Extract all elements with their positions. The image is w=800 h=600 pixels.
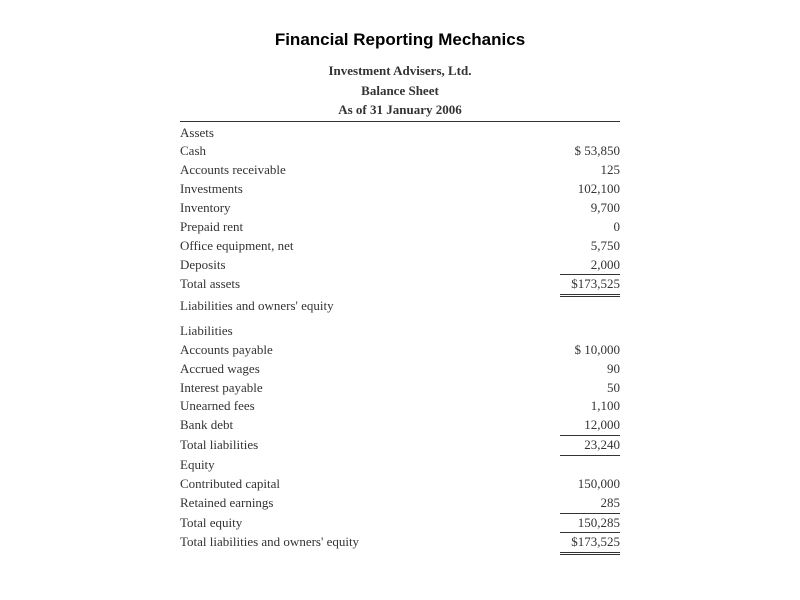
line-value: 102,100 <box>540 180 620 199</box>
line-label: Interest payable <box>180 379 263 398</box>
line-label: Total liabilities and owners' equity <box>180 533 359 555</box>
row-retained-earnings: Retained earnings 285 <box>180 494 620 514</box>
line-label: Cash <box>180 142 206 161</box>
line-value: 23,240 <box>560 436 620 456</box>
line-value: 12,000 <box>560 416 620 436</box>
balance-sheet: Investment Advisers, Ltd. Balance Sheet … <box>180 62 620 555</box>
line-label: Investments <box>180 180 243 199</box>
equity-section-header: Equity <box>180 456 620 475</box>
row-prepaid-rent: Prepaid rent 0 <box>180 218 620 237</box>
line-value: 125 <box>540 161 620 180</box>
line-label: Prepaid rent <box>180 218 243 237</box>
line-value: 50 <box>540 379 620 398</box>
line-label: Total assets <box>180 275 240 297</box>
line-value: 5,750 <box>540 237 620 256</box>
line-label: Total equity <box>180 514 242 534</box>
row-accrued-wages: Accrued wages 90 <box>180 360 620 379</box>
section-label: Equity <box>180 456 215 475</box>
section-label: Assets <box>180 124 214 143</box>
header-rule <box>180 121 620 122</box>
line-value: $ 53,850 <box>540 142 620 161</box>
line-value: 90 <box>540 360 620 379</box>
liabilities-owners-equity-header: Liabilities and owners' equity <box>180 297 620 316</box>
line-label: Deposits <box>180 256 226 276</box>
page-title: Financial Reporting Mechanics <box>0 30 800 50</box>
row-accounts-payable: Accounts payable $ 10,000 <box>180 341 620 360</box>
row-unearned-fees: Unearned fees 1,100 <box>180 397 620 416</box>
row-contributed-capital: Contributed capital 150,000 <box>180 475 620 494</box>
line-value: 2,000 <box>560 256 620 276</box>
line-value: 1,100 <box>540 397 620 416</box>
row-cash: Cash $ 53,850 <box>180 142 620 161</box>
row-total-liabilities-and-equity: Total liabilities and owners' equity $17… <box>180 533 620 555</box>
row-office-equipment: Office equipment, net 5,750 <box>180 237 620 256</box>
line-value: $ 10,000 <box>540 341 620 360</box>
section-label: Liabilities and owners' equity <box>180 297 334 316</box>
line-label: Total liabilities <box>180 436 258 456</box>
line-label: Unearned fees <box>180 397 255 416</box>
line-label: Office equipment, net <box>180 237 293 256</box>
assets-section-header: Assets <box>180 124 620 143</box>
statement-name: Balance Sheet <box>180 82 620 100</box>
balance-sheet-document: Financial Reporting Mechanics Investment… <box>0 0 800 555</box>
line-label: Inventory <box>180 199 231 218</box>
line-value: 150,000 <box>540 475 620 494</box>
row-total-liabilities: Total liabilities 23,240 <box>180 436 620 456</box>
line-label: Bank debt <box>180 416 233 436</box>
line-label: Accounts payable <box>180 341 273 360</box>
line-label: Contributed capital <box>180 475 280 494</box>
row-total-equity: Total equity 150,285 <box>180 514 620 534</box>
line-value: 9,700 <box>540 199 620 218</box>
line-label: Retained earnings <box>180 494 274 514</box>
row-inventory: Inventory 9,700 <box>180 199 620 218</box>
row-investments: Investments 102,100 <box>180 180 620 199</box>
line-value: $173,525 <box>560 275 620 297</box>
row-total-assets: Total assets $173,525 <box>180 275 620 297</box>
line-value: 285 <box>560 494 620 514</box>
company-name: Investment Advisers, Ltd. <box>180 62 620 80</box>
row-accounts-receivable: Accounts receivable 125 <box>180 161 620 180</box>
line-value: 0 <box>540 218 620 237</box>
row-interest-payable: Interest payable 50 <box>180 379 620 398</box>
row-bank-debt: Bank debt 12,000 <box>180 416 620 436</box>
line-value: $173,525 <box>560 533 620 555</box>
line-label: Accrued wages <box>180 360 260 379</box>
as-of-date: As of 31 January 2006 <box>180 101 620 119</box>
row-deposits: Deposits 2,000 <box>180 256 620 276</box>
line-label: Accounts receivable <box>180 161 286 180</box>
section-label: Liabilities <box>180 322 233 341</box>
line-value: 150,285 <box>560 514 620 534</box>
liabilities-section-header: Liabilities <box>180 322 620 341</box>
